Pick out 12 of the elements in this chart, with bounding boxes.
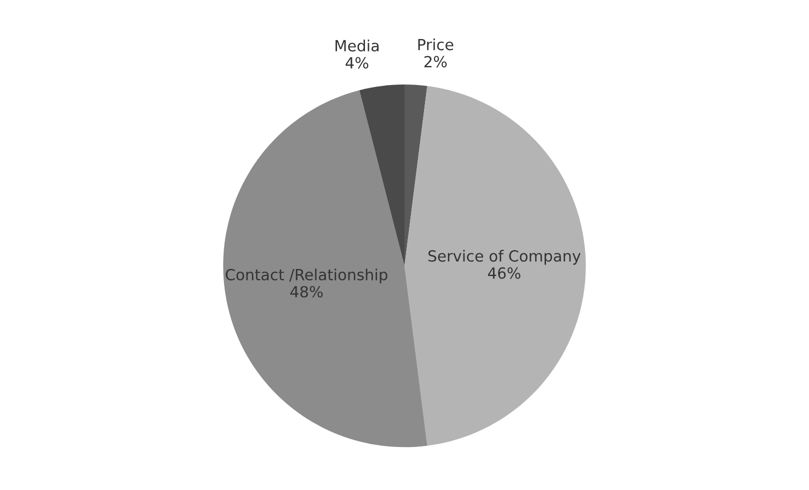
slice-label: Media bbox=[336, 40, 379, 52]
slice-label: Service of Company bbox=[428, 250, 581, 265]
pie-slice bbox=[223, 90, 428, 448]
data-label: 46% bbox=[488, 267, 520, 279]
slice-label: Contact /Relationship bbox=[226, 268, 388, 284]
pie-slice bbox=[359, 84, 404, 266]
pie-slice bbox=[404, 84, 428, 266]
pie-slice bbox=[404, 86, 586, 446]
data-label: 48% bbox=[290, 286, 323, 298]
data-label: 2% bbox=[424, 56, 447, 68]
slice-label: Price bbox=[418, 38, 454, 50]
data-label: 4% bbox=[346, 57, 368, 69]
